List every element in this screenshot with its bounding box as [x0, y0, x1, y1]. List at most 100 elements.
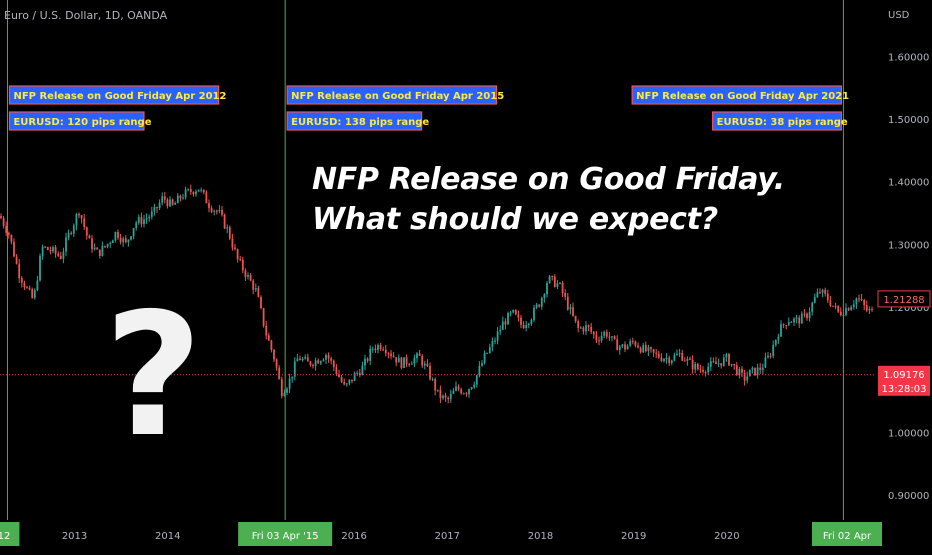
candle-body: [36, 280, 39, 291]
candle-body: [140, 217, 143, 225]
candle-body: [358, 372, 361, 376]
candle-body: [262, 308, 265, 326]
candle-body: [582, 327, 585, 332]
candle-body: [2, 218, 5, 226]
symbol-title[interactable]: Euro / U.S. Dollar, 1D, OANDA: [4, 9, 168, 22]
candle-body: [400, 357, 403, 368]
candle-body: [871, 309, 873, 311]
candle-body: [678, 353, 681, 355]
candle-body: [611, 336, 613, 338]
candle-body: [426, 363, 429, 366]
candle-body: [452, 390, 455, 394]
candle-body: [767, 355, 769, 358]
annotation-title-box: [631, 85, 842, 105]
candle-body: [743, 372, 746, 381]
candle-body: [691, 359, 694, 370]
candle-body: [145, 218, 148, 220]
candle-body: [470, 387, 473, 390]
price-axis[interactable]: USD1.600001.500001.400001.300001.200001.…: [877, 10, 931, 502]
event-date-badge: [812, 522, 882, 546]
candle-body: [184, 189, 187, 198]
candle-body: [819, 292, 821, 294]
candle-body: [813, 297, 816, 303]
candle-body: [416, 353, 418, 359]
candle-body: [514, 309, 517, 315]
candle-body: [369, 348, 372, 361]
candle-body: [283, 392, 286, 397]
candle-body: [364, 358, 366, 366]
candle-body: [660, 357, 663, 362]
candle-body: [322, 359, 325, 362]
question-mark-graphic: ?: [104, 277, 203, 475]
price-tick-label: 1.30000: [888, 240, 929, 251]
candle-body: [652, 349, 655, 353]
candle-body: [535, 304, 538, 308]
candle-body: [564, 293, 567, 297]
candle-body: [338, 373, 340, 378]
candle-body: [834, 305, 837, 307]
candle-body: [655, 352, 658, 354]
candle-body: [754, 367, 756, 376]
price-tick-label: 1.20000: [888, 303, 929, 314]
candle-body: [600, 335, 603, 341]
candle-body: [551, 275, 554, 277]
candle-body: [756, 367, 759, 376]
candle-body: [751, 367, 754, 370]
candle-body: [72, 225, 75, 234]
candle-body: [460, 389, 463, 394]
candle-body: [837, 305, 840, 312]
candle-body: [650, 347, 652, 350]
candle-body: [28, 287, 31, 290]
candle-body: [148, 216, 151, 219]
last-value-text: 1.21288: [883, 295, 924, 306]
annotation-range-box: [8, 111, 145, 131]
candle-body: [85, 227, 88, 236]
candle-body: [200, 189, 203, 191]
time-tick-label: 2019: [621, 531, 646, 542]
candle-body: [787, 322, 790, 326]
candle-body: [265, 325, 268, 336]
candle-body: [5, 225, 8, 233]
candle-body: [572, 307, 574, 316]
candle-body: [616, 339, 619, 351]
event-lines-layer: [6, 0, 844, 520]
candle-body: [202, 189, 205, 193]
candle-body: [704, 371, 707, 373]
candle-body: [91, 238, 93, 250]
candle-body: [429, 365, 431, 380]
candle-body: [806, 313, 808, 319]
candle-body: [270, 340, 273, 350]
candle-body: [449, 393, 452, 400]
candle-body: [384, 349, 387, 354]
candle-body: [785, 325, 788, 327]
candle-body: [213, 210, 216, 212]
event-date-label: 13 Apr '12: [0, 531, 10, 542]
candle-body: [717, 363, 720, 365]
candle-body: [423, 363, 426, 366]
candle-body: [317, 360, 320, 364]
annotation-title-text: NFP Release on Good Friday Apr 2012: [13, 91, 226, 102]
candle-body: [491, 341, 494, 347]
candle-body: [215, 210, 218, 212]
candle-body: [395, 357, 398, 363]
candle-body: [447, 397, 450, 400]
candle-body: [761, 367, 764, 371]
candle-body: [530, 319, 533, 324]
candle-body: [356, 372, 359, 374]
event-date-badge: [238, 522, 333, 546]
candle-body: [132, 227, 135, 237]
candle-body: [135, 222, 138, 228]
candle-body: [260, 296, 262, 309]
price-tick-label: 1.50000: [888, 115, 929, 126]
candle-body: [241, 259, 244, 271]
candle-body: [444, 395, 447, 398]
candle-body: [41, 246, 44, 256]
candle-body: [301, 358, 304, 361]
candle-body: [182, 197, 184, 199]
time-axis[interactable]: 2013 2014 2016 2017 2018 2019 2020 13 Apr '12 Fr…: [0, 522, 882, 546]
candle-body: [590, 326, 593, 332]
candle-body: [286, 388, 288, 393]
candle-body: [559, 282, 561, 284]
